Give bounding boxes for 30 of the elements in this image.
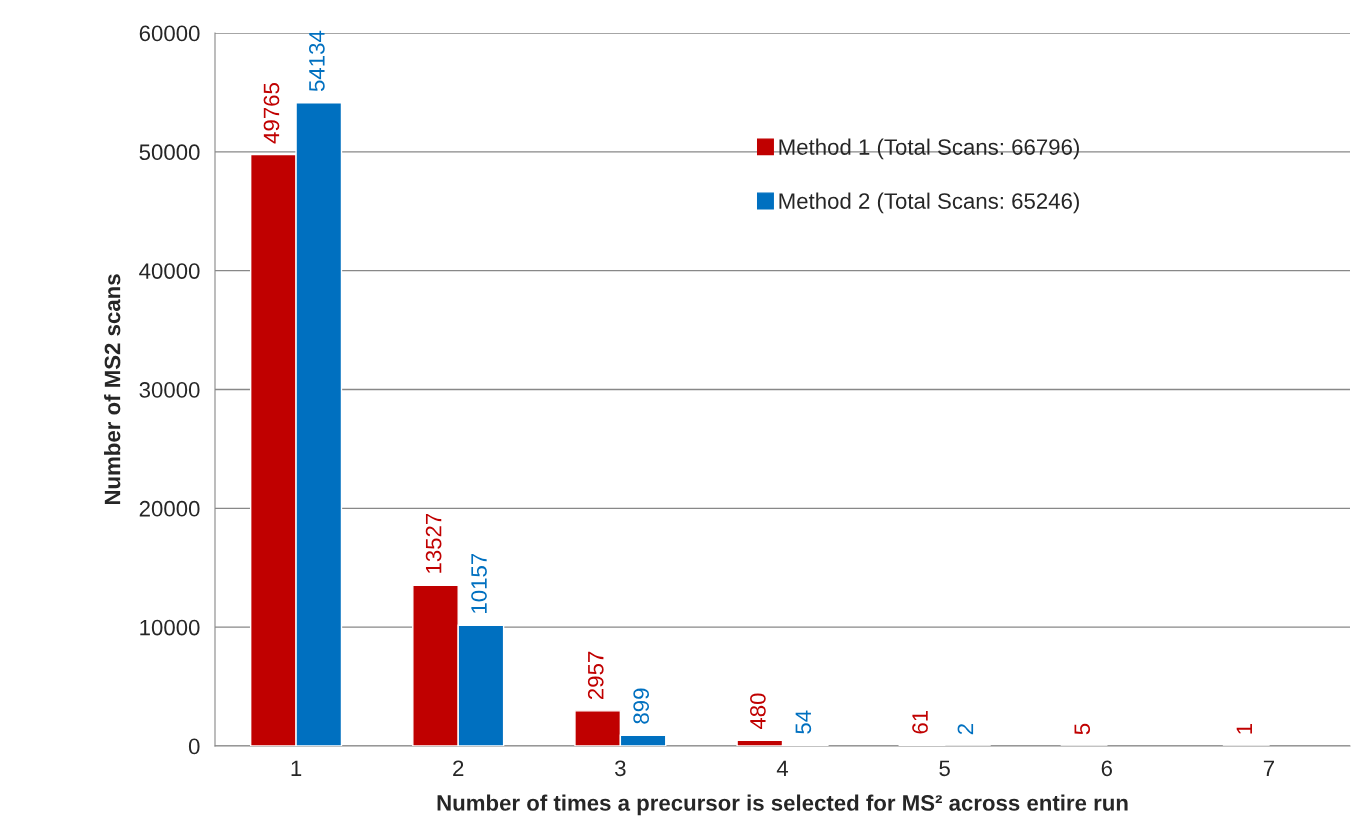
data-label: 480 [750, 693, 766, 730]
y-tick-label: 20000 [139, 500, 200, 517]
x-tick-label: 1 [291, 760, 302, 776]
data-label: 1 [1236, 724, 1252, 734]
data-label: 5 [1074, 723, 1091, 735]
y-tick-label: 30000 [139, 382, 200, 398]
x-tick-label: 6 [1101, 760, 1112, 777]
y-tick-label: 10000 [140, 619, 200, 636]
x-tick-label: 4 [776, 760, 789, 776]
data-label: 61 [912, 710, 928, 734]
data-label: 2 [957, 724, 974, 735]
data-label: 13527 [425, 513, 442, 573]
data-label: 10157 [471, 553, 487, 613]
data-label: 54 [795, 710, 812, 734]
x-tick-label: 2 [453, 760, 464, 776]
data-label: 54134 [309, 30, 325, 92]
y-axis-title: Number of MS2 scans [104, 274, 121, 505]
x-tick-label: 5 [939, 760, 950, 777]
data-label: 2957 [587, 651, 604, 700]
x-axis-title: Number of times a precursor is selected for MS² across entire run [437, 794, 1128, 816]
x-tick-label: 3 [615, 760, 626, 777]
x-tick-label: 7 [1263, 760, 1274, 776]
y-tick-label: 0 [188, 738, 200, 755]
legend-label: Method 1 (Total Scans: 66796) [779, 138, 1079, 160]
data-label: 49765 [263, 83, 280, 144]
y-tick-label: 60000 [139, 25, 200, 42]
data-label: 899 [633, 688, 650, 724]
legend-label: Method 2 (Total Scans: 65246) [779, 192, 1079, 214]
y-tick-label: 40000 [139, 263, 200, 279]
y-tick-label: 50000 [139, 144, 200, 161]
